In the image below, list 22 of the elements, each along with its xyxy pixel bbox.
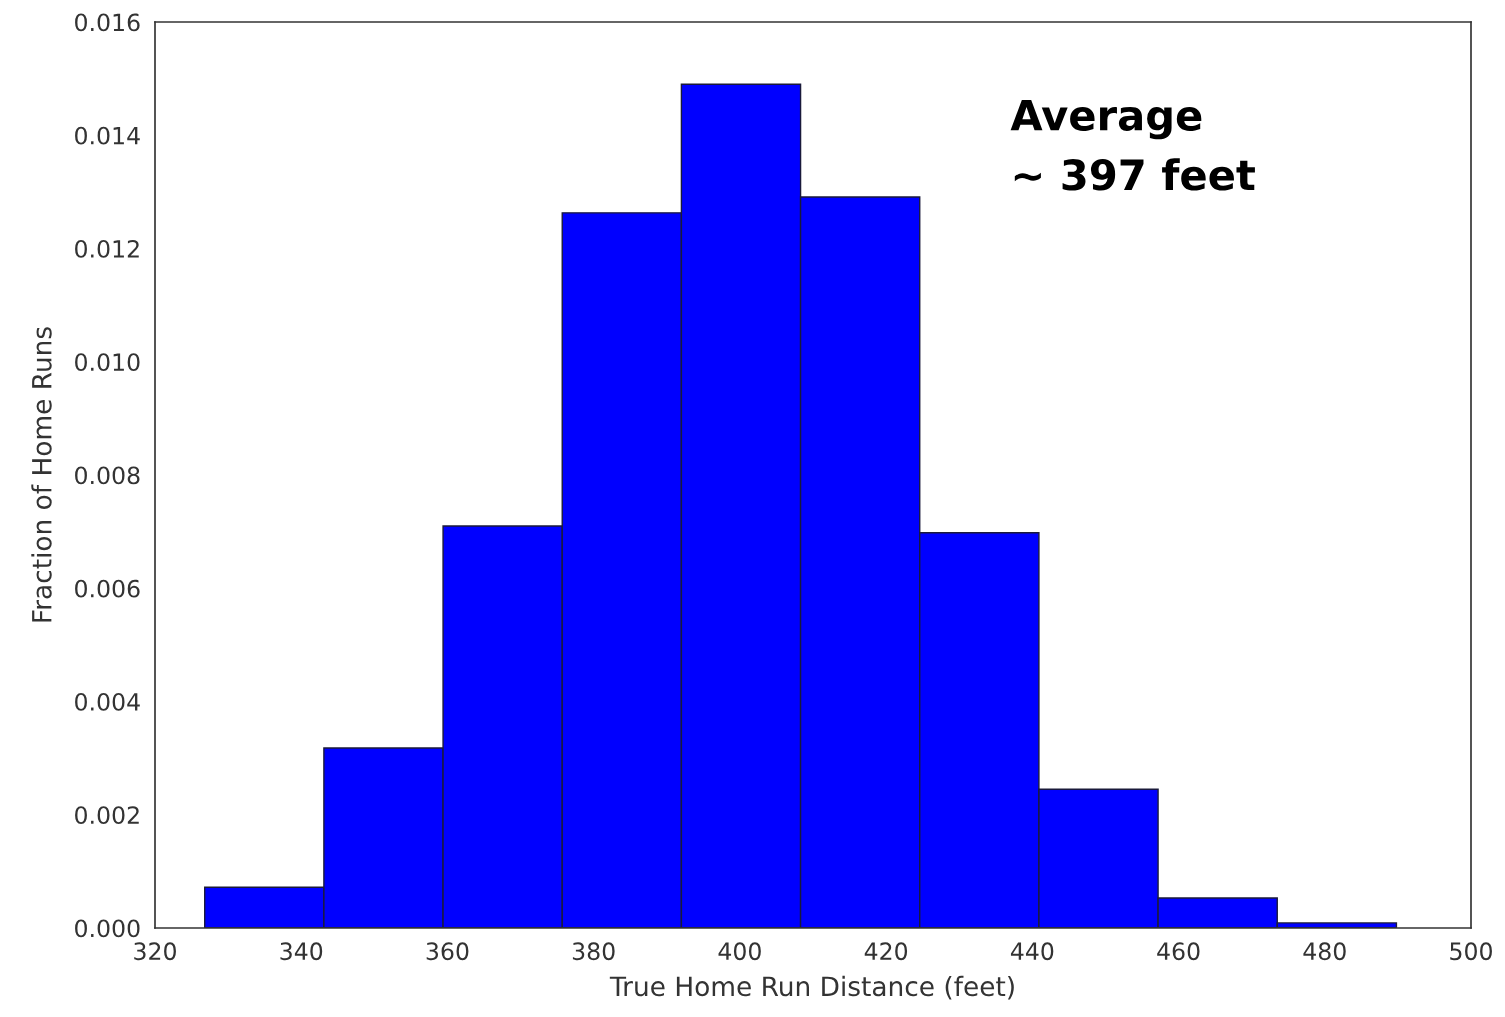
x-axis-title: True Home Run Distance (feet): [609, 975, 1014, 1000]
y-axis-title: Fraction of Home Runs: [31, 327, 52, 622]
annotation: Average ~ 397 feet: [1010, 99, 1255, 191]
x-tick-label: 340: [280, 942, 323, 961]
y-tick-label: 0.006: [75, 579, 140, 598]
y-tick-label: 0.004: [75, 692, 140, 711]
y-tick-label: 0.008: [75, 466, 140, 485]
y-tick-label: 0.000: [75, 919, 140, 938]
x-tick-label: 500: [1450, 942, 1492, 961]
y-tick-label: 0.010: [75, 353, 140, 372]
y-tick-label: 0.012: [75, 239, 139, 258]
x-tick-label: 460: [1157, 942, 1200, 961]
y-tick-label: 0.014: [75, 126, 140, 145]
y-tick-label: 0.016: [75, 13, 140, 32]
x-tick-label: 320: [134, 942, 176, 961]
x-tick-label: 480: [1303, 942, 1346, 961]
x-tick-label: 360: [426, 942, 469, 961]
x-tick-label: 380: [572, 942, 615, 961]
x-tick-label: 420: [864, 942, 908, 961]
x-tick-label: 400: [718, 942, 761, 961]
y-tick-label: 0.002: [75, 806, 139, 825]
x-tick-label: 440: [1010, 942, 1054, 961]
